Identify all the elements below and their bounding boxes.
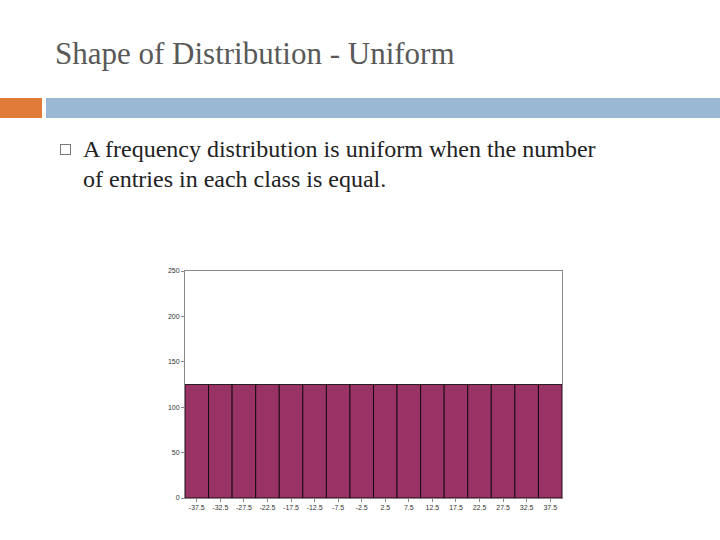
html-text:A frequency distribution is un: A frequency distribution is uniform when… <box>83 136 596 192</box>
svg-text:-7.5: -7.5 <box>332 504 344 511</box>
svg-text:17.5: 17.5 <box>449 504 463 511</box>
svg-text:150: 150 <box>168 358 180 365</box>
svg-text:37.5: 37.5 <box>543 504 557 511</box>
html-text:Shape of Distribution - Unifor: Shape of Distribution - Uniform <box>55 36 455 71</box>
svg-text:-17.5: -17.5 <box>283 504 299 511</box>
svg-text:32.5: 32.5 <box>520 504 534 511</box>
svg-text:-32.5: -32.5 <box>212 504 228 511</box>
svg-text:-12.5: -12.5 <box>307 504 323 511</box>
svg-text:22.5: 22.5 <box>473 504 487 511</box>
svg-text:2.5: 2.5 <box>380 504 390 511</box>
svg-text:27.5: 27.5 <box>496 504 510 511</box>
svg-text:0: 0 <box>176 494 180 501</box>
svg-text:-27.5: -27.5 <box>236 504 252 511</box>
svg-text:100: 100 <box>168 404 180 411</box>
svg-text:200: 200 <box>168 313 180 320</box>
svg-text:-22.5: -22.5 <box>259 504 275 511</box>
svg-text:250: 250 <box>168 267 180 274</box>
svg-text:50: 50 <box>172 449 180 456</box>
svg-text:-37.5: -37.5 <box>189 504 205 511</box>
svg-text:12.5: 12.5 <box>426 504 440 511</box>
svg-text:7.5: 7.5 <box>404 504 414 511</box>
svg-text:-2.5: -2.5 <box>356 504 368 511</box>
